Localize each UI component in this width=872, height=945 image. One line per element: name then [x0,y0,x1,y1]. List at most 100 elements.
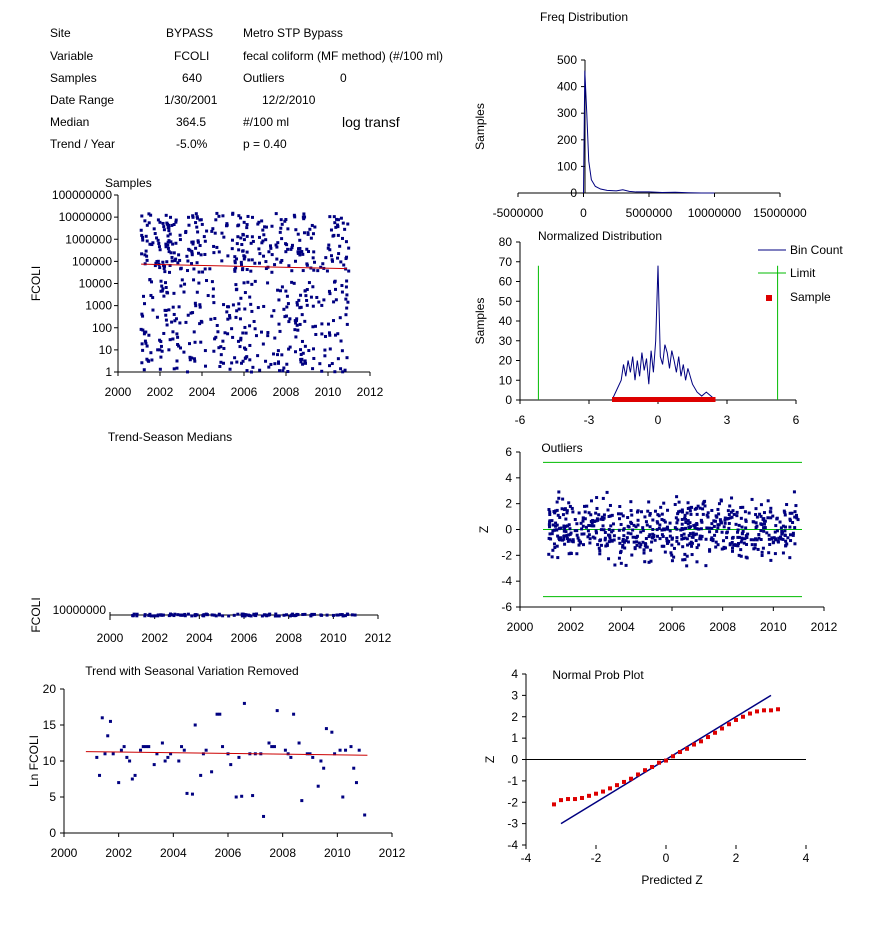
outliers-point [683,552,687,556]
samples-point [324,256,328,260]
outliers-point [781,537,785,541]
outliers-point [750,543,754,547]
outliers-point [554,521,558,525]
samples-point [236,339,240,343]
outliers-point [553,528,557,532]
outliers-point [721,539,725,543]
outliers-point [767,537,771,541]
samples-point [285,294,289,298]
outliers-point [714,540,718,544]
samples-point [168,263,172,267]
outliers-point [570,539,574,543]
samples-point [166,240,170,244]
outliers-point [731,535,735,539]
trend-removed-point [275,709,279,713]
outliers-point [683,513,687,517]
outliers-point [677,542,681,546]
outliers-point [603,530,607,534]
samples-point [273,336,277,340]
trend-removed-x-tick-label: 2004 [160,846,187,860]
outliers-point [728,504,732,508]
samples-point [247,258,251,262]
samples-point [230,327,234,331]
outliers-point [561,497,565,501]
samples-point [190,249,194,253]
trend-removed-point [177,759,181,763]
outliers-point [630,513,634,517]
samples-point [307,281,311,285]
outliers-point [786,536,790,540]
outliers-point [617,536,621,540]
samples-point [180,278,184,282]
outliers-point [706,511,710,515]
samples-point [311,256,315,260]
samples-point [241,249,245,253]
outliers-point [714,545,718,549]
trend-season-point [186,612,190,616]
samples-point [201,270,205,274]
samples-point [330,258,334,262]
samples-point [311,325,315,329]
samples-point [344,240,348,244]
samples-point [228,316,232,320]
outliers-point [793,542,797,546]
outliers-point [681,545,685,549]
outliers-point [706,526,710,530]
outliers-x-tick-label: 2008 [709,620,736,634]
trend-season-point [160,613,164,617]
outliers-point [736,530,740,534]
trend-season-point [149,614,153,618]
samples-point [279,218,283,222]
samples-point [296,328,300,332]
trend-season-x-tick-label: 2010 [320,631,347,645]
outliers-point [678,509,682,513]
outliers-point [557,490,561,494]
samples-point [243,325,247,329]
samples-point [280,285,284,289]
outliers-point [670,536,674,540]
samples-point [340,236,344,240]
samples-point [217,346,221,350]
samples-point [245,234,249,238]
samples-point [164,286,168,290]
samples-point [248,295,252,299]
samples-point [198,305,202,309]
samples-point [195,225,199,229]
normal-prob-point [713,730,717,735]
samples-point [190,251,194,255]
samples-point [172,223,176,227]
samples-point [210,280,214,284]
samples-point [173,259,177,263]
outliers-y-tick-label: 2 [505,497,512,511]
trend-season-point [245,613,249,617]
samples-point [188,355,192,359]
samples-point [164,313,168,317]
outliers-point [789,533,793,537]
samples-point [190,253,194,257]
samples-point [154,261,158,265]
samples-y-tick-label: 100000000 [52,188,112,202]
samples-x-tick-label: 2006 [231,385,258,399]
samples-point [334,298,338,302]
samples-point [162,225,166,229]
samples-point [270,224,274,228]
samples-point [208,267,212,271]
outliers-point [634,525,638,529]
outliers-point [643,560,647,564]
outliers-point [660,518,664,522]
samples-point [163,270,167,274]
outliers-point [783,525,787,529]
outliers-point [555,500,559,504]
samples-point [245,223,249,227]
normalized-y-tick-label: 80 [499,235,513,249]
trend-season-point [143,613,147,617]
samples-point [231,335,235,339]
samples-point [172,312,176,316]
samples-point [174,218,178,222]
samples-point [311,347,315,351]
outliers-point [599,543,603,547]
samples-point [143,302,147,306]
outliers-point [677,500,681,504]
trend-removed-point [308,752,312,756]
samples-point [298,253,302,257]
